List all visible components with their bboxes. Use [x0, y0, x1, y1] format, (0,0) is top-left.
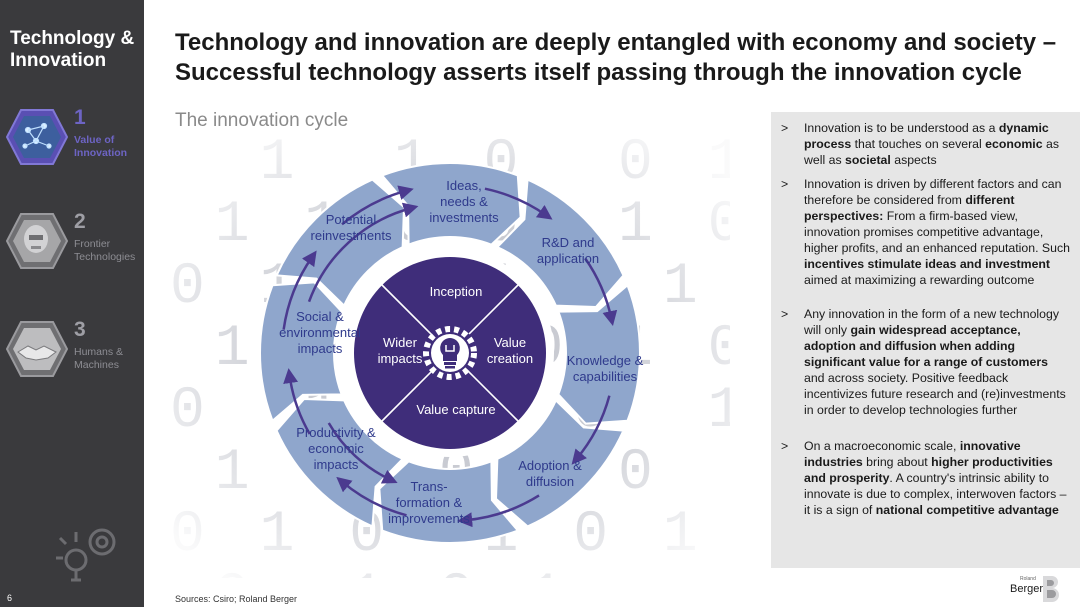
bullet-marker: > — [781, 307, 789, 321]
sidebar-item-value-of-innovation[interactable]: 1 Value of Innovation — [6, 106, 144, 170]
cycle-arrow — [457, 494, 540, 528]
bullet-point: > Any innovation in the form of a new tec… — [781, 306, 1071, 418]
logo-mark-icon — [1043, 576, 1059, 602]
inner-label-value-capture: Value capture — [416, 402, 496, 417]
page-number: 6 — [7, 593, 13, 603]
bullet-marker: > — [781, 177, 789, 191]
bullet-point: > On a macroeconomic scale, innovative in… — [781, 438, 1071, 518]
network-hexagon-icon — [6, 109, 68, 165]
bullet-text: Innovation is driven by different factor… — [804, 177, 1070, 287]
sidebar-item-frontier-technologies[interactable]: 2 Frontier Technologies — [6, 210, 144, 274]
inner-label-inception: Inception — [429, 284, 483, 299]
section-label: Frontier Technologies — [74, 238, 136, 263]
bullet-text: On a macroeconomic scale, innovative ind… — [804, 439, 1067, 517]
segment-label-ideas: Ideas, needs & investments — [429, 178, 499, 225]
cycle-arrow — [327, 422, 398, 484]
sidebar-item-humans-machines[interactable]: 3 Humans & Machines — [6, 318, 144, 382]
roland-berger-logo: Roland Berger — [1000, 572, 1060, 604]
key-points-panel: > Innovation is to be understood as a dyn… — [771, 112, 1080, 568]
cycle-arrow — [282, 250, 317, 330]
segment-label-productivity: Productivity & economic impacts — [296, 425, 376, 472]
bullet-text: Any innovation in the form of a new tech… — [804, 307, 1066, 417]
segment-label-knowledge: Knowledge & capabilities — [566, 353, 644, 384]
cycle-arrow — [484, 187, 553, 220]
segment-label-adoption: Adoption & diffusion — [518, 458, 582, 489]
sidebar-title: Technology & Innovation — [10, 28, 135, 71]
cycle-svg — [259, 162, 641, 544]
sidebar: Technology & Innovation 1 Value of Innov… — [0, 0, 144, 607]
bullet-point: > Innovation is to be understood as a dyn… — [781, 120, 1071, 168]
section-number: 1 — [74, 106, 86, 129]
bullet-text: Innovation is to be understood as a dyna… — [804, 121, 1059, 167]
cycle-segment — [259, 281, 344, 423]
innovation-cycle-diagram: Ideas, needs & investments R&D and appli… — [230, 133, 670, 578]
cycle-segment — [380, 162, 522, 247]
cycle-arrow — [571, 395, 611, 465]
inner-label-wider-impacts: Wider impacts — [377, 335, 423, 366]
logo-big-text: Berger — [1010, 583, 1044, 595]
slide-title: Technology and innovation are deeply ent… — [175, 29, 1057, 86]
section-label: Value of Innovation — [74, 134, 128, 159]
logo-small-text: Roland — [1020, 576, 1036, 582]
inner-label-value-creation: Value creation — [486, 335, 534, 366]
section-number: 2 — [74, 210, 86, 233]
bullet-point: > Innovation is driven by different facto… — [781, 176, 1071, 288]
diagram-subtitle: The innovation cycle — [175, 110, 349, 131]
cycle-segment — [495, 178, 625, 309]
handshake-hexagon-icon — [6, 321, 68, 377]
robot-head-hexagon-icon — [6, 213, 68, 269]
cycle-arrow — [307, 202, 419, 303]
bullet-marker: > — [781, 121, 789, 135]
cycle-arrow — [584, 257, 618, 327]
lightbulb-gear-icon — [56, 528, 116, 582]
cycle-segment — [494, 398, 625, 528]
segment-label-rd: R&D and application — [536, 235, 600, 266]
section-number: 3 — [74, 318, 86, 341]
cycle-arrows — [282, 185, 618, 528]
segment-label-social: Social & environmental impacts — [279, 309, 361, 356]
bullet-marker: > — [781, 439, 789, 453]
segment-label-transformation: Trans-formation & improvements — [388, 479, 470, 526]
cycle-arrow — [283, 368, 311, 435]
cycle-segment — [378, 459, 520, 544]
cycle-segment — [556, 283, 641, 425]
section-label: Humans & Machines — [74, 346, 124, 371]
cycle-arrow — [341, 185, 414, 226]
cycle-arrow — [336, 476, 407, 517]
outer-ring — [259, 162, 641, 544]
sources-note: Sources: Csiro; Roland Berger — [175, 594, 298, 604]
cycle-segment — [275, 178, 406, 308]
segment-label-reinvestments: Potential reinvestments — [310, 212, 392, 243]
lightbulb-gear-icon — [423, 326, 477, 380]
